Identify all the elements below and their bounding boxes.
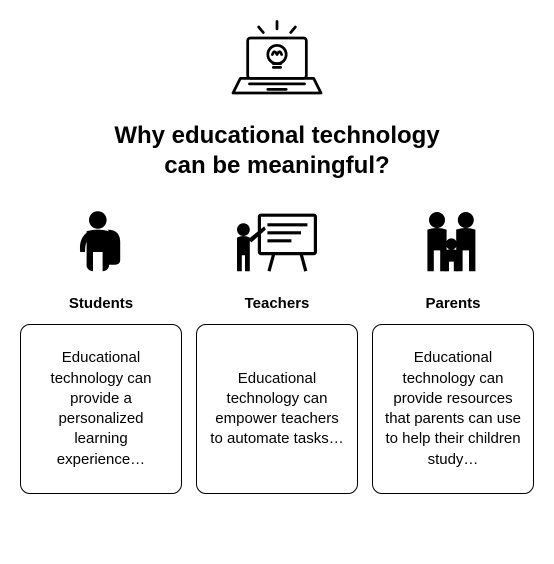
column-box-parents: Educational technology can provide resou…	[372, 324, 534, 494]
column-body-parents: Educational technology can provide resou…	[383, 348, 523, 470]
column-students: Students Educational technology can prov…	[20, 199, 182, 494]
column-parents: Parents Educational technology can provi…	[372, 199, 534, 494]
column-teachers: Teachers Educational technology can empo…	[196, 199, 358, 494]
laptop-lightbulb-icon	[222, 18, 332, 113]
column-box-teachers: Educational technology can empower teach…	[196, 324, 358, 494]
column-body-students: Educational technology can provide a per…	[31, 348, 171, 470]
columns-row: Students Educational technology can prov…	[20, 199, 534, 494]
column-label-parents: Parents	[425, 295, 480, 312]
column-label-teachers: Teachers	[245, 295, 310, 312]
title-line-2: can be meaningful?	[164, 152, 389, 179]
column-box-students: Educational technology can provide a per…	[20, 324, 182, 494]
page-title: Why educational technology can be meanin…	[114, 121, 439, 181]
teacher-icon	[196, 199, 358, 289]
student-icon	[20, 199, 182, 289]
family-icon	[372, 199, 534, 289]
column-body-teachers: Educational technology can empower teach…	[207, 369, 347, 450]
column-label-students: Students	[69, 295, 133, 312]
title-line-1: Why educational technology	[114, 122, 439, 149]
